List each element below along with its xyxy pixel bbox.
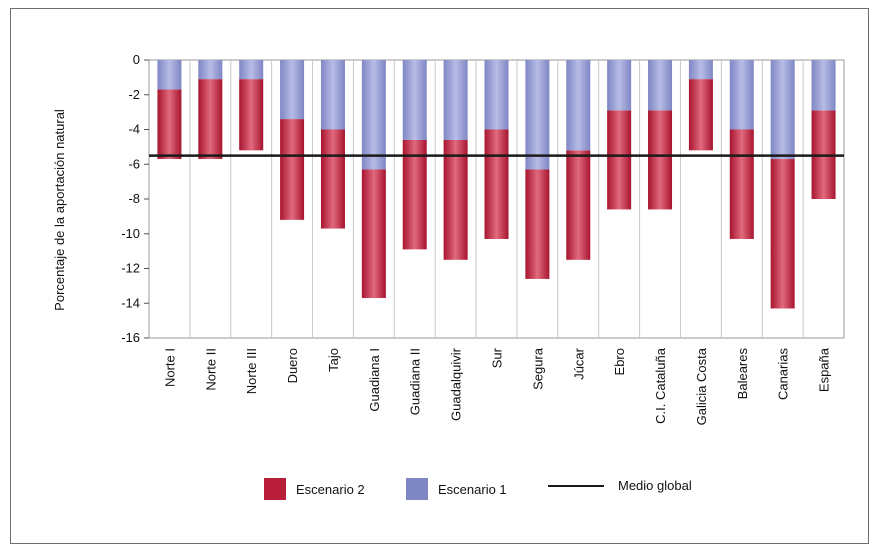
legend-item-escenario-1: Escenario 1 [406, 478, 507, 500]
bar-escenario-2 [320, 129, 345, 229]
y-tick-label: -8 [128, 191, 140, 206]
bar-escenario-2 [443, 139, 468, 260]
bar-escenario-1 [811, 60, 836, 111]
legend-item-escenario-2: Escenario 2 [264, 478, 365, 500]
bar-escenario-2 [607, 110, 632, 210]
bar-escenario-1 [402, 60, 427, 140]
bar-escenario-1 [525, 60, 550, 170]
plot-area: 0 -2 -4 -6 -8 -10 -12 -14 -16 Norte I Norte II Nort… [121, 52, 845, 425]
legend-item-medio-global: Medio global [548, 478, 692, 493]
x-tick-label: Segura [530, 347, 545, 390]
y-tick-label: -2 [128, 87, 140, 102]
x-tick-label: Sur [490, 347, 505, 368]
bar-escenario-2 [729, 129, 754, 239]
bar-escenario-1 [443, 60, 468, 140]
chart-frame [10, 8, 869, 544]
x-tick-label: C.I. Cataluña [653, 347, 668, 424]
bar-escenario-2 [198, 79, 223, 160]
x-tick-label: Galicia Costa [694, 347, 709, 425]
bar-escenario-2 [239, 79, 264, 151]
x-tick-label: Guadiana I [367, 348, 382, 412]
y-tick-label: -14 [121, 295, 140, 310]
bar-escenario-1 [157, 60, 182, 90]
y-tick-label: 0 [133, 52, 140, 67]
x-tick-label: Ebro [612, 348, 627, 375]
bar-escenario-1 [566, 60, 591, 151]
x-tick-label: Norte III [244, 348, 259, 394]
legend-label-medio-global: Medio global [618, 478, 692, 493]
x-tick-label: España [817, 347, 832, 392]
x-tick-label: Tajo [326, 348, 341, 372]
x-tick-label: Baleares [735, 348, 750, 400]
x-tick-label: Norte I [162, 348, 177, 387]
bar-escenario-1 [648, 60, 673, 111]
y-tick-label: -10 [121, 226, 140, 241]
bar-escenario-2 [280, 119, 305, 220]
legend-label-escenario-1: Escenario 1 [438, 481, 507, 497]
bar-escenario-1 [361, 60, 386, 170]
x-tick-label: Duero [285, 348, 300, 383]
legend-swatch-escenario-1 [406, 478, 428, 500]
bar-escenario-1 [484, 60, 509, 130]
bar-escenario-1 [729, 60, 754, 130]
x-tick-label: Júcar [571, 347, 586, 379]
legend-swatch-medio-global [548, 484, 604, 487]
y-axis-label: Porcentaje de la aportación natural [52, 109, 67, 311]
bar-escenario-2 [157, 89, 182, 160]
x-tick-label: Guadiana II [408, 348, 423, 415]
x-tick-label: Canarias [776, 348, 791, 401]
legend-swatch-escenario-2 [264, 478, 286, 500]
bar-escenario-2 [566, 150, 591, 260]
x-tick-label: Norte II [203, 348, 218, 391]
legend: Escenario 2 Escenario 1 Medio global [0, 478, 877, 504]
bar-escenario-2 [525, 169, 550, 279]
bar-escenario-1 [239, 60, 264, 80]
y-tick-label: -4 [128, 122, 140, 137]
x-tick-label: Guadalquivir [449, 347, 464, 421]
y-tick-label: -16 [121, 330, 140, 345]
bar-escenario-1 [688, 60, 713, 80]
bar-escenario-1 [198, 60, 223, 80]
bar-escenario-2 [770, 159, 795, 309]
bar-escenario-1 [607, 60, 632, 111]
bar-escenario-2 [484, 129, 509, 239]
bar-escenario-1 [320, 60, 345, 130]
bar-escenario-2 [361, 169, 386, 299]
bar-escenario-2 [688, 79, 713, 151]
legend-label-escenario-2: Escenario 2 [296, 481, 365, 497]
bar-escenario-1 [770, 60, 795, 160]
y-tick-label: -12 [121, 261, 140, 276]
bar-escenario-2 [648, 110, 673, 210]
y-tick-label: -6 [128, 156, 140, 171]
bar-escenario-1 [280, 60, 305, 120]
bar-escenario-2 [402, 139, 427, 250]
